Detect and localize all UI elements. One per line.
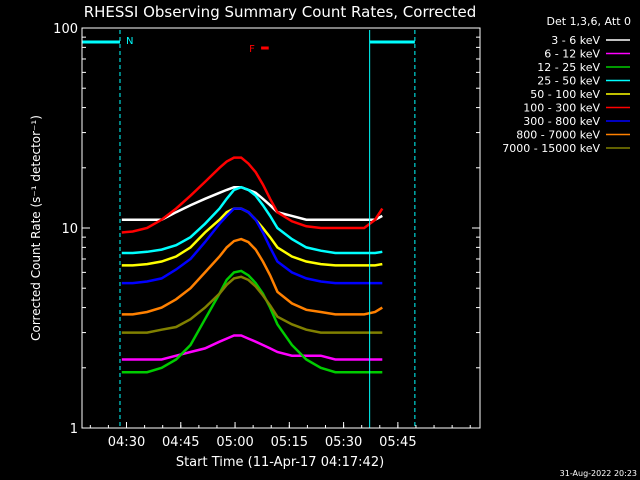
legend-label-5: 50 - 100 keV xyxy=(530,88,600,101)
y-tick-label-3: 100 xyxy=(53,22,78,37)
series-line-7 xyxy=(121,207,383,285)
legend-label-6: 100 - 300 keV xyxy=(523,102,600,115)
x-tick-label-1: 04:30 xyxy=(108,435,145,450)
legend-label-1: 3 - 6 keV xyxy=(551,34,600,47)
series-line-4 xyxy=(121,185,383,255)
plot-frame xyxy=(81,27,481,429)
annotation-f: F xyxy=(249,44,255,55)
x-tick-label-3: 05:00 xyxy=(216,435,253,450)
legend-label-7: 300 - 800 keV xyxy=(523,115,600,128)
axis-ticks: 04:30 04:45 05:00 05:15 05:30 05:45 1 10 100 xyxy=(53,22,480,450)
legend-label-8: 800 - 7000 keV xyxy=(516,129,600,142)
footer-date: 31-Aug-2022 20:23 xyxy=(560,469,637,478)
legend-label-9: 7000 - 15000 keV xyxy=(502,142,600,155)
series-line-3 xyxy=(121,269,383,374)
legend-label-3: 12 - 25 keV xyxy=(537,61,600,74)
legend-label-4: 25 - 50 keV xyxy=(537,75,600,88)
annotation-n: N xyxy=(126,36,133,47)
series-line-2 xyxy=(121,334,383,361)
x-axis-label: Start Time (11-Apr-17 04:17:42) xyxy=(176,455,384,470)
series-layer xyxy=(121,156,384,374)
legend-title: Det 1,3,6, Att 0 xyxy=(547,15,631,28)
chart-title: RHESSI Observing Summary Count Rates, Co… xyxy=(84,3,477,21)
series-line-9 xyxy=(121,275,383,334)
x-tick-label-6: 05:45 xyxy=(379,435,416,450)
series-line-8 xyxy=(121,237,383,316)
x-tick-label-4: 05:15 xyxy=(271,435,308,450)
legend-label-2: 6 - 12 keV xyxy=(544,48,600,61)
y-tick-label-2: 10 xyxy=(61,222,78,237)
x-tick-label-5: 05:30 xyxy=(325,435,362,450)
series-line-6 xyxy=(121,156,384,234)
x-tick-label-2: 04:45 xyxy=(162,435,199,450)
y-axis-label: Corrected Count Rate (s⁻¹ detector⁻¹) xyxy=(29,115,43,341)
y-tick-label-1: 1 xyxy=(70,422,78,437)
